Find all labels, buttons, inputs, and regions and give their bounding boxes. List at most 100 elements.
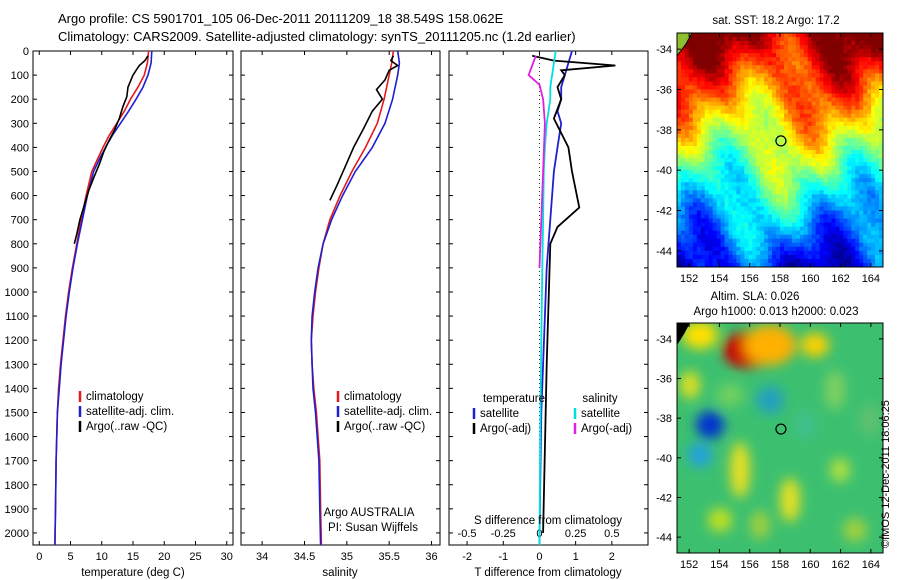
sst-cell [803,125,809,131]
sst-cell [835,170,840,175]
sst-cell [799,117,805,123]
sst-cell [744,174,749,179]
sst-cell [700,182,706,187]
sst-cell [851,158,856,163]
sst-cell [780,69,785,74]
sst-cell [768,234,773,240]
sst-cell [708,186,714,191]
sst-cell [760,182,765,187]
sst-cell [780,57,785,62]
sst-cell [871,238,876,244]
sst-cell [776,129,781,135]
sst-cell [764,226,769,232]
sst-cell [732,214,737,220]
sst-cell [875,141,880,147]
sst-cell [760,202,765,207]
sst-cell [831,145,836,151]
sst-cell [839,85,844,90]
sst-cell [863,254,868,260]
sst-cell [791,93,797,99]
sst-cell [732,109,737,115]
sst-cell [728,222,733,228]
sst-cell [712,202,718,207]
sst-cell [756,45,761,50]
sst-cell [724,226,729,232]
sst-cell [772,210,777,216]
sst-cell [740,210,745,216]
sst-cell [831,214,836,220]
sst-cell [859,166,864,171]
sst-cell [752,81,757,86]
sst-cell [879,246,883,252]
sst-cell [863,206,868,212]
sst-cell [756,93,761,99]
sst-cell [855,246,860,252]
sst-cell [684,170,690,175]
sst-cell [780,49,785,54]
sst-cell [831,198,836,203]
sst-cell [696,230,702,236]
sst-cell [776,117,781,123]
sst-cell [780,113,785,119]
sst-cell [776,101,781,107]
sst-cell [795,238,801,244]
sst-cell [803,57,809,62]
sst-cell [776,81,781,86]
sst-cell [704,33,710,38]
sst-cell [716,105,722,111]
sst-cell [867,166,872,171]
sst-cell [879,194,883,199]
sst-cell [823,77,829,82]
sst-cell [839,61,844,66]
sst-cell [783,230,789,236]
sst-cell [692,210,698,216]
sst-cell [720,206,726,212]
sst-cell [736,206,741,212]
sst-cell [736,113,741,119]
sst-cell [700,222,706,228]
sst-cell [712,242,718,248]
sst-cell [875,137,880,143]
sst-cell [724,234,729,240]
sst-cell [835,73,840,78]
sst-cell [732,105,737,111]
sst-cell [867,250,872,256]
sst-cell [871,125,876,131]
sst-cell [879,133,883,139]
sst-cell [819,45,825,50]
sst-cell [799,258,805,264]
sst-cell [799,182,805,187]
sst-cell [768,250,773,256]
sst-cell [835,81,840,86]
sst-cell [776,246,781,252]
sst-cell [696,69,702,74]
sst-cell [831,41,836,46]
sst-cell [839,238,844,244]
sst-cell [768,174,773,179]
sst-cell [819,214,825,220]
sst-cell [764,162,769,167]
sst-cell [720,81,726,86]
sst-cell [839,141,844,147]
sst-cell [791,89,797,95]
sst-cell [799,202,805,207]
sst-cell [783,222,789,228]
land-outline [677,33,693,57]
sst-cell [728,117,733,123]
sst-cell [851,65,856,70]
sst-cell [776,222,781,228]
sst-cell [732,178,737,183]
sst-cell [867,117,872,123]
sst-cell [684,250,690,256]
sst-cell [732,41,737,46]
sst-cell [756,37,761,42]
sst-cell [732,101,737,107]
sst-cell [684,166,690,171]
sst-cell [863,242,868,248]
sst-cell [819,145,825,151]
sst-cell [696,218,702,224]
sst-cell [819,117,825,123]
sst-cell [768,166,773,171]
sst-cell [811,238,817,244]
sst-cell [835,262,840,267]
